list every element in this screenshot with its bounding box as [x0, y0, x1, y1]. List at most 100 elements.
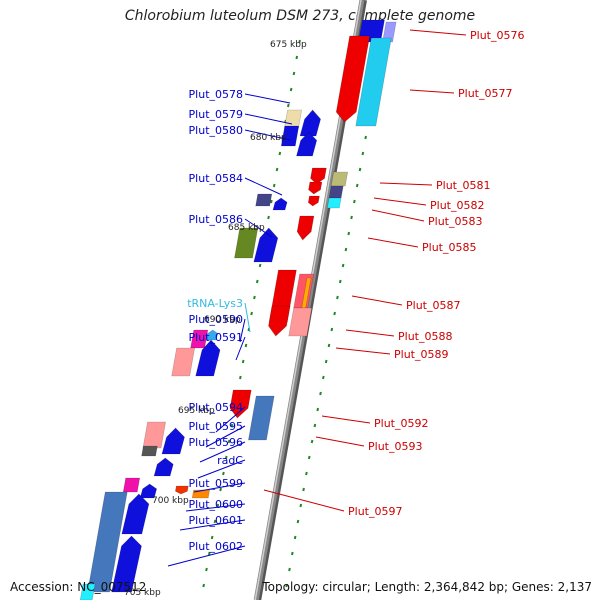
leader-line [263, 489, 345, 512]
leader-line [373, 197, 427, 206]
tick-mark-right [310, 439, 314, 444]
gene-feature-plut-0600b [121, 493, 150, 535]
tick-mark-right [293, 535, 297, 540]
gene-label-left: Plut_0602 [189, 540, 243, 553]
tick-mark-outer-left [219, 487, 222, 492]
tick-mark-right [333, 311, 336, 316]
leader-line [244, 218, 273, 238]
tick-mark-right [285, 583, 288, 588]
tick-mark-outer-left [207, 551, 211, 556]
leader-line [179, 519, 246, 531]
tick-mark-right [338, 279, 342, 284]
scale-label: 675 kbp [270, 40, 307, 50]
tick-mark-outer-left [216, 503, 220, 508]
leader-line [335, 347, 391, 355]
tick-mark-right [290, 551, 294, 556]
leader-line [197, 459, 246, 479]
gene-label-left: Plut_0586 [189, 213, 243, 226]
gene-feature-bottom [79, 583, 96, 600]
gene-label-left: Plut_0584 [189, 172, 243, 185]
tick-mark-right [316, 407, 320, 412]
gene-feature-plut-0576b [382, 21, 397, 43]
tick-mark-outer-left [278, 151, 282, 156]
gene-feature-plut-0593 [248, 395, 275, 441]
gene-feature-plut-0586a [234, 227, 259, 259]
leader-line [215, 406, 246, 433]
gene-label-left: Plut_0580 [189, 124, 243, 137]
tick-mark-right [350, 215, 353, 220]
tick-mark-outer-left [295, 55, 299, 60]
leader-line [244, 113, 293, 125]
gene-label-left: Plut_0595 [189, 420, 243, 433]
gene-label-left: radC [217, 454, 243, 467]
tick-mark-outer-left [255, 279, 259, 284]
gene-label-right: Plut_0588 [398, 330, 452, 343]
tick-mark-outer-left [244, 343, 248, 348]
gene-label-right: Plut_0583 [428, 215, 482, 228]
tick-mark-right [353, 199, 356, 204]
tick-mark-outer-left [298, 39, 301, 44]
gene-feature-plut-0584 [255, 193, 273, 207]
tick-mark-right [299, 503, 303, 508]
scale-label: 705 kbp [124, 588, 161, 598]
leader-line [371, 209, 425, 222]
tick-mark-outer-left [292, 71, 296, 76]
leader-line [235, 336, 246, 361]
tick-mark-outer-left [267, 215, 270, 220]
gene-features [79, 19, 397, 600]
gene-feature-plut-0577a [335, 35, 371, 123]
scale-label: 690 kbp [204, 315, 241, 325]
gene-feature-radc [153, 457, 174, 477]
gene-feature-plut-0600 [87, 491, 128, 593]
gene-label-right: Plut_0593 [368, 440, 422, 453]
gene-feature-plut-0595 [142, 421, 166, 449]
gene-feature-plut-0582a [308, 181, 323, 195]
leader-line [315, 436, 365, 447]
leader-line [239, 318, 246, 343]
gene-label-left: Plut_0594 [189, 401, 243, 414]
tick-mark-right [296, 519, 300, 524]
gene-label-right: Plut_0577 [458, 87, 512, 100]
topology-text: Topology: circular; Length: 2,364,842 bp… [262, 580, 592, 594]
scale-label: 685 kbp [228, 223, 265, 233]
tick-mark-outer-left [289, 87, 293, 92]
leader-line [367, 237, 419, 248]
gene-label-left: tRNA-Lys3 [187, 297, 243, 310]
tick-mark-right [319, 391, 322, 396]
tick-mark-right [307, 455, 311, 460]
gene-label-right: Plut_0576 [470, 29, 524, 42]
leader-line [379, 182, 433, 186]
gene-feature-plut-0594 [161, 427, 185, 455]
gene-label-left: Plut_0600 [189, 498, 243, 511]
tick-mark-outer-left [239, 375, 242, 380]
leader-line [244, 129, 291, 141]
tick-mark-outer-left [250, 311, 253, 316]
leader-line [345, 329, 395, 337]
tick-mark-outer-left [270, 199, 273, 204]
gene-feature-plut-0581 [330, 171, 349, 187]
tick-mark-right [305, 471, 308, 476]
gene-feature-plut-0588 [268, 305, 291, 337]
tick-mark-outer-left [253, 295, 256, 300]
tick-mark-right [327, 343, 331, 348]
tick-mark-outer-left [241, 359, 245, 364]
gene-feature-plut-0580b [296, 131, 318, 157]
tick-mark-outer-left [202, 583, 205, 588]
tick-mark-right [313, 423, 317, 428]
gene-label-right: Plut_0587 [406, 299, 460, 312]
gene-feature-plut-0584b [272, 197, 288, 211]
tick-mark-right [336, 295, 339, 300]
tick-mark-outer-left [222, 471, 225, 476]
gene-feature-plut-0596 [141, 445, 158, 457]
leader-line [244, 177, 283, 196]
gene-label-left: Plut_0578 [189, 88, 243, 101]
label-leader-lines [167, 29, 467, 567]
tick-mark-right [361, 151, 365, 156]
tick-mark-outer-left [272, 183, 276, 188]
tick-mark-right [322, 375, 325, 380]
scale-label: 695 kbp [178, 406, 215, 416]
gene-feature-plut-0591b [171, 347, 195, 377]
leader-line [409, 29, 467, 36]
leader-line [185, 503, 246, 512]
